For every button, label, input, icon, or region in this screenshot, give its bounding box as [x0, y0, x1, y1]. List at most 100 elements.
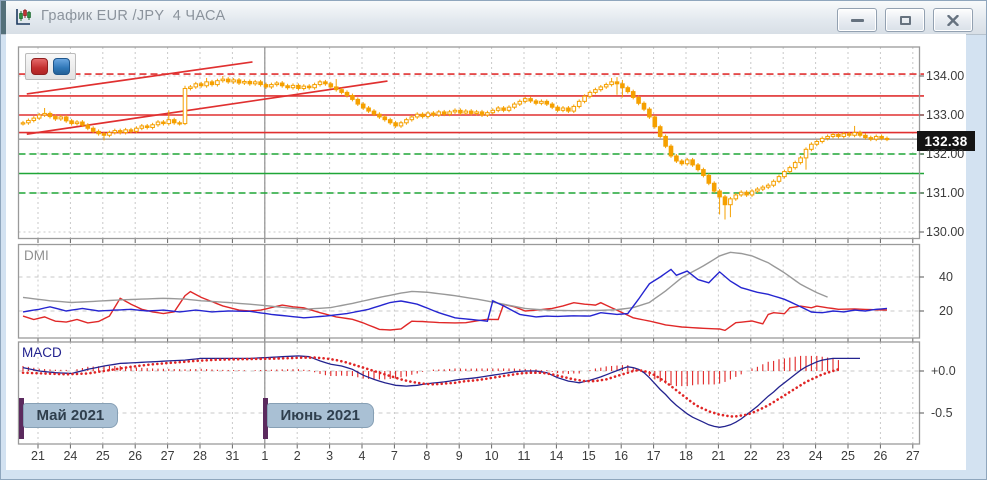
candle: [517, 100, 523, 105]
candle: [366, 107, 371, 112]
candle: [674, 155, 679, 162]
red-square-button[interactable]: [31, 58, 48, 75]
candle: [614, 81, 620, 85]
candle: [852, 132, 857, 136]
candle: [706, 174, 712, 184]
candle: [425, 112, 431, 118]
candle: [701, 169, 706, 176]
candle: [733, 194, 739, 200]
candle: [177, 122, 182, 125]
candle: [479, 111, 485, 116]
candle: [544, 100, 550, 105]
candle: [96, 130, 101, 135]
date-axis-label: 24: [63, 449, 78, 463]
current-price-box: 132.38: [917, 131, 975, 151]
trendline: [26, 80, 388, 135]
candle: [317, 81, 323, 86]
date-axis-label: 21: [31, 449, 45, 463]
date-axis-label: 25: [95, 449, 110, 463]
candle: [382, 116, 388, 121]
candle: [625, 87, 631, 93]
candle: [776, 176, 782, 182]
titlebar[interactable]: График EUR /JPY 4 ЧАСА: [1, 1, 986, 35]
candle: [209, 81, 215, 86]
trendline: [26, 61, 253, 95]
restore-button[interactable]: [885, 8, 925, 32]
candle: [344, 91, 350, 96]
candle: [53, 116, 58, 120]
window-controls: [837, 8, 973, 32]
candle: [355, 98, 361, 105]
chart-surface: [6, 34, 966, 470]
candle: [474, 111, 479, 114]
candle: [339, 89, 344, 93]
candle: [85, 124, 91, 129]
candle: [749, 190, 755, 196]
candle: [636, 96, 641, 104]
candle: [495, 107, 501, 111]
date-axis-label: 2: [293, 449, 301, 463]
candle: [296, 84, 301, 89]
minimize-button[interactable]: [837, 8, 877, 32]
candle: [792, 162, 798, 169]
candle: [549, 103, 555, 108]
candle: [31, 117, 37, 121]
date-axis-label: 26: [128, 449, 143, 463]
candle: [447, 111, 452, 115]
candle: [377, 113, 382, 118]
candle: [528, 98, 533, 102]
candle: [695, 164, 701, 171]
date-axis-label: 31: [225, 449, 240, 463]
date-axis-label: 15: [581, 449, 596, 463]
date-axis-label: 11: [517, 449, 531, 463]
candle: [684, 159, 690, 165]
candle: [166, 119, 172, 125]
month-divider-bar: [262, 398, 268, 439]
candle: [252, 81, 258, 85]
candle: [188, 86, 193, 89]
candle: [814, 141, 820, 145]
candle: [458, 109, 463, 114]
candle: [771, 180, 776, 186]
candle: [441, 111, 447, 115]
close-button[interactable]: [933, 8, 973, 32]
candle: [787, 167, 793, 173]
date-axis-label: 24: [808, 449, 823, 463]
dmi-axis-label: 40: [939, 270, 953, 284]
candle: [690, 159, 695, 166]
candle: [290, 84, 296, 89]
dmi-axis-label: 20: [939, 304, 953, 318]
macd-signal-line: [21, 356, 840, 418]
candle: [42, 112, 47, 116]
candle: [809, 143, 814, 150]
month-divider-bar: [18, 398, 24, 439]
candle: [69, 120, 74, 125]
candle: [90, 127, 96, 132]
candle: [269, 84, 274, 88]
date-axis-label: 3: [326, 449, 334, 463]
candle: [879, 135, 884, 139]
candle: [323, 81, 328, 85]
candle: [47, 112, 53, 118]
date-axis-label: 28: [193, 449, 207, 463]
blue-square-button[interactable]: [53, 58, 70, 75]
candle: [873, 135, 879, 140]
candle: [220, 78, 226, 82]
candle: [393, 122, 398, 127]
candle: [539, 100, 544, 104]
window-title: График EUR /JPY 4 ЧАСА: [41, 8, 226, 24]
candle: [431, 112, 436, 116]
candle: [193, 83, 199, 88]
candle: [755, 188, 760, 192]
candle: [198, 83, 204, 87]
date-axis-label: 7: [390, 449, 398, 463]
candle: [182, 87, 188, 125]
candle: [603, 84, 609, 88]
candle: [868, 137, 874, 140]
candle: [857, 132, 863, 136]
candle: [371, 110, 377, 115]
candle: [760, 186, 766, 190]
date-axis-label: 25: [841, 449, 855, 463]
